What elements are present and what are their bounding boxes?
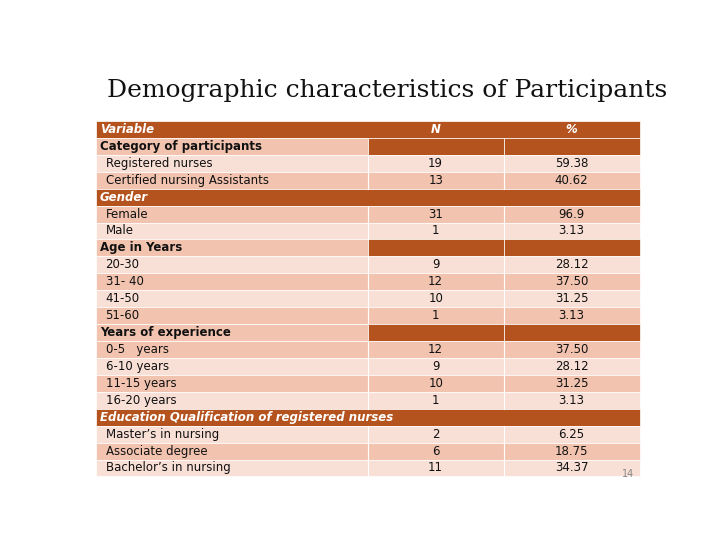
Bar: [96, 443, 639, 460]
Text: 31.25: 31.25: [555, 377, 588, 390]
Text: 16-20 years: 16-20 years: [106, 394, 176, 407]
Text: Certified nursing Assistants: Certified nursing Assistants: [106, 174, 269, 187]
Bar: [96, 460, 639, 476]
Bar: [96, 172, 639, 188]
Text: Bachelor’s in nursing: Bachelor’s in nursing: [106, 462, 230, 475]
Text: 31.25: 31.25: [555, 292, 588, 305]
Bar: [96, 324, 368, 341]
Text: Registered nurses: Registered nurses: [106, 157, 212, 170]
Bar: [503, 138, 639, 155]
Text: 96.9: 96.9: [559, 207, 585, 220]
Text: Gender: Gender: [100, 191, 148, 204]
Bar: [96, 358, 639, 375]
Text: Age in Years: Age in Years: [100, 241, 182, 254]
Text: Female: Female: [106, 207, 148, 220]
Text: 37.50: 37.50: [555, 343, 588, 356]
Bar: [96, 426, 639, 443]
Text: 6: 6: [432, 444, 439, 457]
Text: 28.12: 28.12: [555, 360, 588, 373]
Text: Male: Male: [106, 225, 134, 238]
Bar: [96, 138, 368, 155]
Text: 0-5   years: 0-5 years: [106, 343, 168, 356]
Text: 1: 1: [432, 309, 439, 322]
Text: 37.50: 37.50: [555, 275, 588, 288]
Text: Category of participants: Category of participants: [100, 140, 262, 153]
Text: 28.12: 28.12: [555, 258, 588, 271]
Text: 10: 10: [428, 292, 443, 305]
Text: Master’s in nursing: Master’s in nursing: [106, 428, 219, 441]
Text: 11-15 years: 11-15 years: [106, 377, 176, 390]
Text: 1: 1: [432, 394, 439, 407]
Bar: [96, 206, 639, 222]
Text: Associate degree: Associate degree: [106, 444, 207, 457]
Text: 51-60: 51-60: [106, 309, 140, 322]
Bar: [96, 155, 639, 172]
Text: 2: 2: [432, 428, 439, 441]
Text: 3.13: 3.13: [559, 225, 585, 238]
Text: 40.62: 40.62: [555, 174, 588, 187]
Bar: [96, 341, 639, 358]
Text: 20-30: 20-30: [106, 258, 140, 271]
Bar: [96, 290, 639, 307]
Text: 18.75: 18.75: [555, 444, 588, 457]
Text: 31: 31: [428, 207, 443, 220]
Text: %: %: [566, 123, 577, 136]
Text: 9: 9: [432, 360, 439, 373]
Bar: [368, 239, 503, 256]
Text: 3.13: 3.13: [559, 394, 585, 407]
Text: Years of experience: Years of experience: [100, 326, 231, 339]
Text: 6-10 years: 6-10 years: [106, 360, 168, 373]
Bar: [96, 307, 639, 324]
Text: Education Qualification of registered nurses: Education Qualification of registered nu…: [100, 411, 393, 424]
Bar: [96, 273, 639, 290]
Text: 59.38: 59.38: [555, 157, 588, 170]
Text: 10: 10: [428, 377, 443, 390]
Text: 31- 40: 31- 40: [106, 275, 143, 288]
Text: 13: 13: [428, 174, 443, 187]
Bar: [96, 375, 639, 392]
Bar: [96, 121, 639, 138]
Text: 3.13: 3.13: [559, 309, 585, 322]
Bar: [96, 392, 639, 409]
Bar: [368, 138, 503, 155]
Text: 11: 11: [428, 462, 443, 475]
Text: N: N: [431, 123, 441, 136]
Bar: [503, 324, 639, 341]
Text: 12: 12: [428, 343, 443, 356]
Text: Variable: Variable: [100, 123, 154, 136]
Bar: [503, 239, 639, 256]
Bar: [96, 222, 639, 239]
Text: 9: 9: [432, 258, 439, 271]
Bar: [96, 239, 368, 256]
Text: 41-50: 41-50: [106, 292, 140, 305]
Text: Demographic characteristics of Participants: Demographic characteristics of Participa…: [107, 79, 667, 103]
Bar: [96, 188, 639, 206]
Text: 1: 1: [432, 225, 439, 238]
Text: 34.37: 34.37: [555, 462, 588, 475]
Text: 12: 12: [428, 275, 443, 288]
Bar: [96, 409, 639, 426]
Text: 6.25: 6.25: [559, 428, 585, 441]
Text: 14: 14: [622, 469, 634, 478]
Bar: [368, 324, 503, 341]
Bar: [96, 256, 639, 273]
Text: 19: 19: [428, 157, 443, 170]
